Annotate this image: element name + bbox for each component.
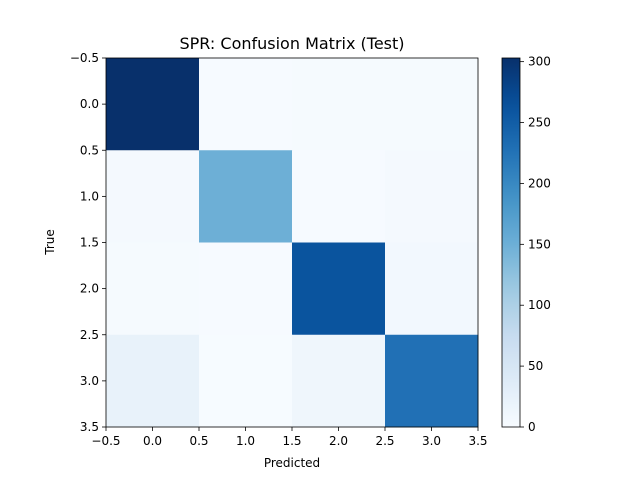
y-axis-label: True <box>43 229 57 256</box>
colorbar-tick-label: 50 <box>528 359 543 373</box>
y-tick-label: −0.5 <box>70 51 99 65</box>
heatmap-cell-3-0 <box>106 334 200 428</box>
colorbar-tick-label: 300 <box>528 55 551 69</box>
y-tick-label: 1.5 <box>80 236 99 250</box>
heatmap-cell-1-1 <box>199 150 293 243</box>
colorbar-tick-label: 0 <box>528 420 536 434</box>
x-tick-label: 3.5 <box>468 434 487 448</box>
y-tick-label: 3.0 <box>80 374 99 388</box>
y-tick-label: 0.5 <box>80 143 99 157</box>
heatmap-cells <box>106 58 479 428</box>
y-tick-label: 1.0 <box>80 189 99 203</box>
chart-title: SPR: Confusion Matrix (Test) <box>179 34 404 53</box>
heatmap-cell-3-3 <box>385 334 479 428</box>
heatmap-cell-0-2 <box>292 58 386 151</box>
x-tick-label: 1.0 <box>236 434 255 448</box>
colorbar-tick-label: 150 <box>528 237 551 251</box>
x-tick-label: 3.0 <box>422 434 441 448</box>
colorbar-tick-label: 250 <box>528 116 551 130</box>
heatmap-cell-2-1 <box>199 242 293 336</box>
x-tick-label: 0.0 <box>143 434 162 448</box>
heatmap-cell-3-2 <box>292 334 386 428</box>
heatmap-cell-1-0 <box>106 150 200 243</box>
x-tick-label: −0.5 <box>91 434 120 448</box>
heatmap-cell-3-1 <box>199 334 293 428</box>
colorbar-tick-label: 100 <box>528 298 551 312</box>
x-tick-label: 0.5 <box>189 434 208 448</box>
y-tick-label: 2.0 <box>80 282 99 296</box>
x-tick-label: 2.0 <box>329 434 348 448</box>
colorbar-tick-label: 200 <box>528 176 551 190</box>
heatmap-cell-1-3 <box>385 150 479 243</box>
x-axis-label: Predicted <box>264 456 320 470</box>
heatmap-cell-2-3 <box>385 242 479 336</box>
heatmap-cell-2-2 <box>292 242 386 336</box>
x-axis-ticks: −0.5 0.0 0.5 1.0 1.5 2.0 2.5 3.0 3.5 <box>91 427 488 448</box>
y-axis-ticks: −0.5 0.0 0.5 1.0 1.5 2.0 2.5 3.0 3.5 <box>70 51 106 434</box>
colorbar <box>501 57 521 428</box>
heatmap-cell-0-0 <box>106 58 200 151</box>
colorbar-ticks: 0 50 100 150 200 250 300 <box>520 55 551 434</box>
y-tick-label: 0.0 <box>80 97 99 111</box>
x-tick-label: 1.5 <box>282 434 301 448</box>
y-tick-label: 3.5 <box>80 420 99 434</box>
heatmap-cell-1-2 <box>292 150 386 243</box>
x-tick-label: 2.5 <box>375 434 394 448</box>
heatmap-cell-0-1 <box>199 58 293 151</box>
y-tick-label: 2.5 <box>80 328 99 342</box>
heatmap-cell-2-0 <box>106 242 200 336</box>
heatmap-cell-0-3 <box>385 58 479 151</box>
